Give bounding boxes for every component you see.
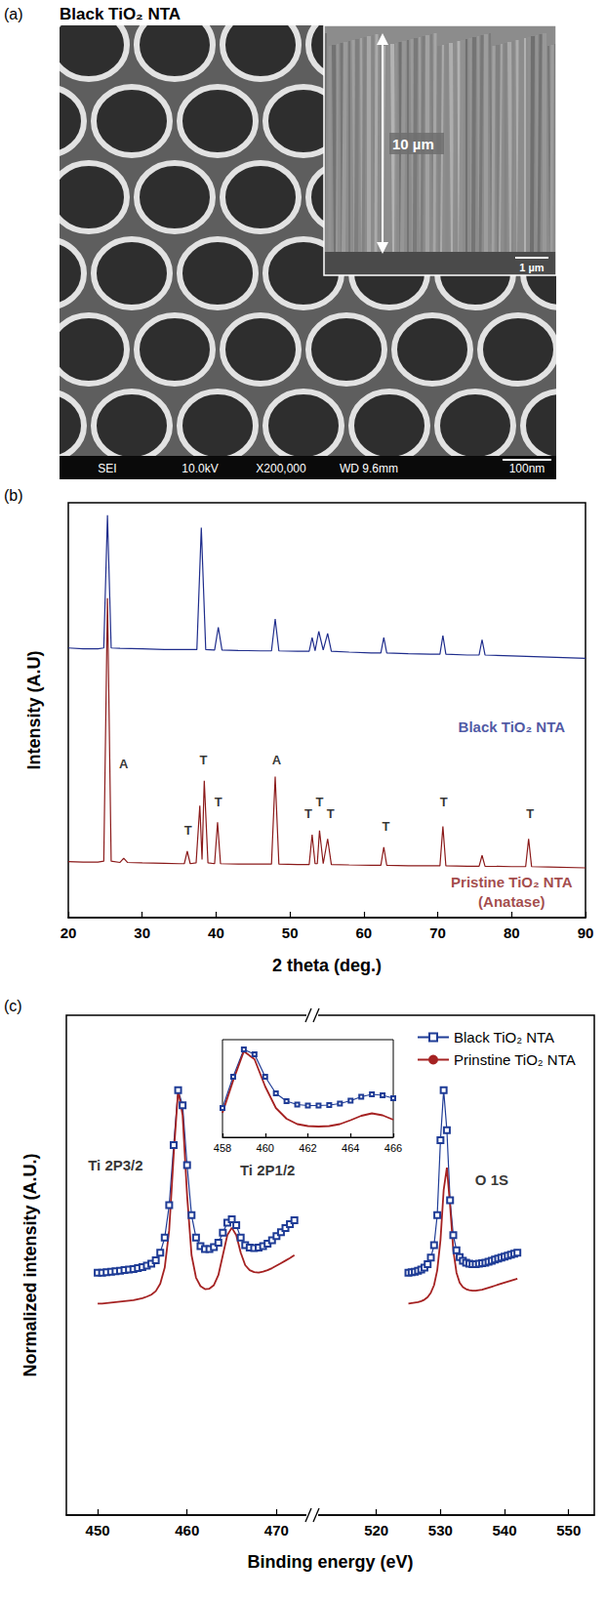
- svg-text:Normalized intensity (A.U.): Normalized intensity (A.U.): [20, 1152, 41, 1376]
- svg-text:1 µm: 1 µm: [519, 261, 545, 274]
- svg-text:(a): (a): [3, 5, 24, 23]
- svg-text:530: 530: [428, 1521, 453, 1538]
- svg-text:460: 460: [256, 1141, 275, 1154]
- svg-text:Intensity (A.U): Intensity (A.U): [24, 649, 44, 769]
- svg-text:466: 466: [384, 1141, 403, 1154]
- svg-text:462: 462: [298, 1141, 317, 1154]
- svg-text:Black TiO₂ NTA: Black TiO₂ NTA: [59, 4, 181, 24]
- svg-text:2 theta (deg.): 2 theta (deg.): [272, 955, 382, 975]
- svg-text:458: 458: [213, 1141, 232, 1154]
- svg-text:T: T: [440, 794, 448, 809]
- svg-text:T: T: [326, 806, 335, 821]
- svg-text:T: T: [200, 752, 208, 768]
- svg-text:450: 450: [85, 1521, 111, 1538]
- svg-text:Black TiO₂ NTA: Black TiO₂ NTA: [453, 1028, 555, 1046]
- svg-text:40: 40: [207, 924, 225, 941]
- svg-text:Pristine TiO₂ NTA: Pristine TiO₂ NTA: [450, 873, 573, 890]
- svg-text:(b): (b): [3, 486, 24, 504]
- svg-text:(c): (c): [3, 997, 23, 1014]
- svg-text:WD 9.6mm: WD 9.6mm: [339, 461, 399, 476]
- svg-text:T: T: [184, 822, 193, 838]
- svg-text:30: 30: [133, 924, 151, 941]
- svg-text:T: T: [525, 806, 534, 821]
- svg-text:T: T: [315, 794, 324, 809]
- svg-text:520: 520: [363, 1521, 389, 1538]
- svg-text:10 µm: 10 µm: [392, 135, 435, 153]
- svg-text:464: 464: [341, 1141, 360, 1154]
- svg-text:A: A: [119, 756, 129, 771]
- svg-text:90: 90: [577, 924, 595, 941]
- svg-text:20: 20: [60, 924, 78, 941]
- svg-text:470: 470: [264, 1521, 289, 1538]
- svg-text:T: T: [304, 806, 313, 821]
- svg-text:Ti 2P3/2: Ti 2P3/2: [87, 1156, 143, 1173]
- svg-text:550: 550: [556, 1521, 581, 1538]
- svg-text:(Anatase): (Anatase): [478, 892, 545, 910]
- svg-text:Black TiO₂ NTA: Black TiO₂ NTA: [458, 718, 566, 735]
- svg-text:O 1S: O 1S: [475, 1171, 509, 1188]
- svg-text:Prinstine TiO₂ NTA: Prinstine TiO₂ NTA: [453, 1050, 576, 1068]
- svg-text:T: T: [214, 794, 223, 809]
- svg-text:A: A: [272, 752, 283, 768]
- svg-text:T: T: [382, 818, 391, 834]
- svg-text:10.0kV: 10.0kV: [181, 461, 218, 476]
- svg-text:X200,000: X200,000: [255, 461, 307, 476]
- svg-text:80: 80: [503, 924, 521, 941]
- svg-text:60: 60: [356, 924, 373, 941]
- svg-text:70: 70: [429, 924, 446, 941]
- svg-text:540: 540: [492, 1521, 518, 1538]
- svg-text:50: 50: [282, 924, 299, 941]
- svg-text:Ti 2P1/2: Ti 2P1/2: [240, 1161, 295, 1178]
- svg-text:SEI: SEI: [97, 461, 117, 476]
- svg-text:460: 460: [174, 1521, 200, 1538]
- svg-text:Binding energy (eV): Binding energy (eV): [246, 1551, 413, 1572]
- svg-text:100nm: 100nm: [509, 461, 546, 476]
